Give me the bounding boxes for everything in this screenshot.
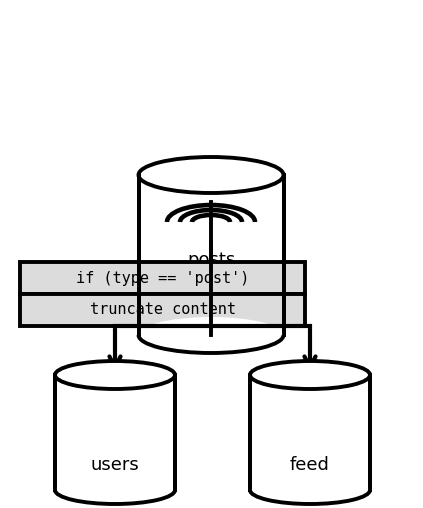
Ellipse shape xyxy=(55,476,175,504)
Ellipse shape xyxy=(250,476,370,504)
Ellipse shape xyxy=(138,157,283,193)
Bar xyxy=(55,375,175,490)
Bar xyxy=(20,294,305,326)
Ellipse shape xyxy=(55,361,175,389)
Bar xyxy=(138,175,283,335)
Text: feed: feed xyxy=(290,456,330,474)
Ellipse shape xyxy=(250,361,370,389)
Bar xyxy=(20,262,305,294)
Ellipse shape xyxy=(138,317,283,353)
Bar xyxy=(250,375,370,490)
Text: truncate content: truncate content xyxy=(90,302,236,318)
Text: if (type == 'post'): if (type == 'post') xyxy=(76,270,249,285)
Text: users: users xyxy=(91,456,139,474)
Text: posts: posts xyxy=(187,251,235,269)
